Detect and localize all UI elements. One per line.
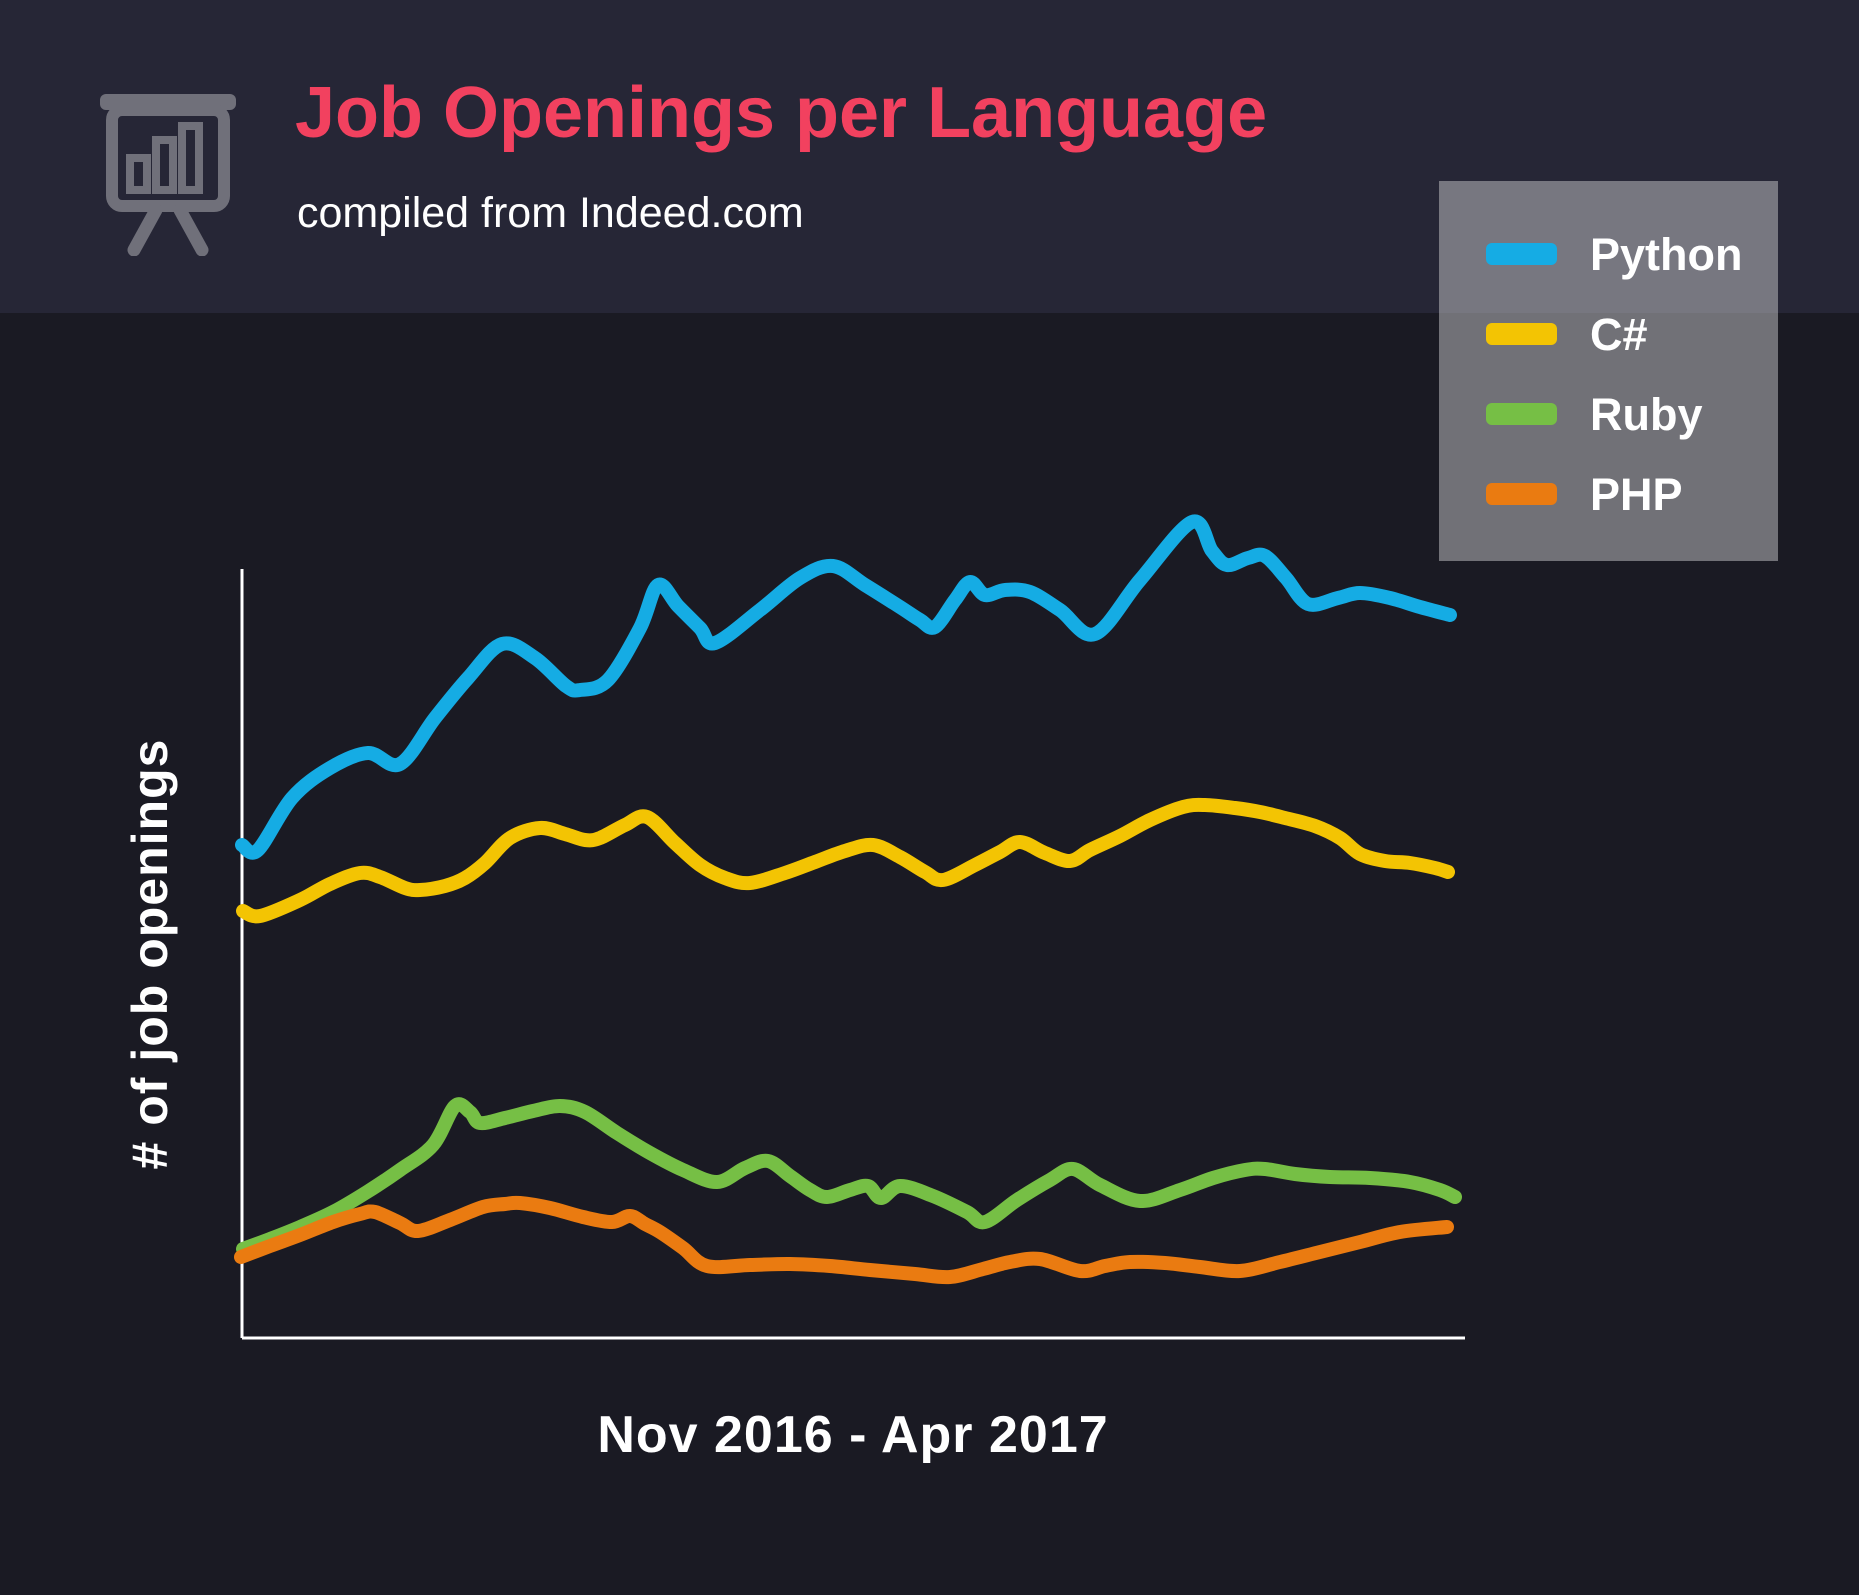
legend-item-label: PHP bbox=[1590, 468, 1683, 520]
page-title: Job Openings per Language bbox=[295, 73, 1268, 153]
series-line-python bbox=[235, 514, 1457, 860]
x-axis-label: Nov 2016 - Apr 2017 bbox=[597, 1406, 1109, 1464]
series-line-c bbox=[236, 797, 1455, 924]
legend-row-php: PHP bbox=[1439, 454, 1778, 534]
presentation-chart-icon bbox=[100, 94, 236, 256]
legend-row-c: C# bbox=[1439, 294, 1778, 374]
page-subtitle: compiled from Indeed.com bbox=[297, 189, 804, 237]
legend-swatch bbox=[1486, 403, 1557, 425]
legend-swatch bbox=[1486, 483, 1557, 505]
series-line-php bbox=[234, 1195, 1454, 1285]
series-line-ruby bbox=[236, 1097, 1462, 1256]
legend-row-ruby: Ruby bbox=[1439, 374, 1778, 454]
legend-swatch bbox=[1486, 243, 1557, 265]
y-axis-label: # of job openings bbox=[122, 738, 178, 1170]
legend-item-label: Ruby bbox=[1590, 388, 1703, 440]
legend-row-python: Python bbox=[1439, 214, 1778, 294]
legend-item-label: Python bbox=[1590, 228, 1743, 280]
legend: Python C# Ruby PHP bbox=[1439, 181, 1778, 561]
legend-swatch bbox=[1486, 323, 1557, 345]
legend-item-label: C# bbox=[1590, 308, 1648, 360]
